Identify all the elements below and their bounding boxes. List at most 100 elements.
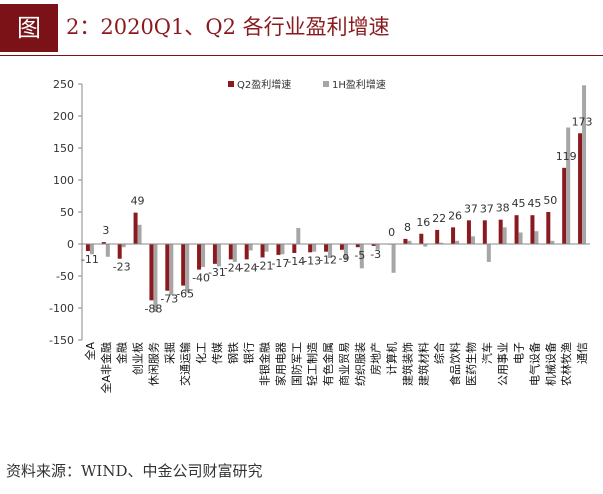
bar-q2 xyxy=(260,244,265,258)
data-label: 45 xyxy=(512,197,526,210)
x-category-label: 休闲服务 xyxy=(146,342,160,386)
y-tick-label: 150 xyxy=(53,142,74,155)
bar-h1 xyxy=(264,244,269,252)
data-label: 16 xyxy=(416,216,430,229)
data-label: -14 xyxy=(287,255,305,268)
x-category-label: 计算机 xyxy=(385,342,399,375)
data-label: -17 xyxy=(271,257,289,270)
header-divider xyxy=(0,55,603,56)
data-label: -13 xyxy=(303,254,321,267)
bar-h1 xyxy=(407,240,412,244)
bar-q2 xyxy=(181,244,186,286)
x-category-label: 汽车 xyxy=(480,342,494,364)
data-label: -24 xyxy=(240,261,258,274)
x-category-label: 交通运输 xyxy=(178,342,192,386)
x-category-label: 综合 xyxy=(432,342,446,364)
bar-h1 xyxy=(89,244,94,255)
bar-q2 xyxy=(133,212,138,244)
bar-h1 xyxy=(153,244,158,312)
x-category-label: 电子 xyxy=(513,342,526,364)
x-category-label: 家用电器 xyxy=(273,342,287,386)
bar-h1 xyxy=(423,244,428,247)
bar-q2 xyxy=(578,133,583,244)
y-tick-label: -150 xyxy=(49,334,74,347)
bar-q2 xyxy=(244,244,249,260)
data-label: -24 xyxy=(224,261,242,274)
legend-swatch-h1 xyxy=(323,81,329,87)
bar-h1 xyxy=(312,244,317,252)
bar-q2 xyxy=(292,244,297,253)
x-category-label: 全A xyxy=(83,342,97,361)
data-label: 119 xyxy=(556,150,577,163)
x-category-label: 化工 xyxy=(194,342,208,364)
figure-title: 2：2020Q1、Q2 各行业盈利增速 xyxy=(66,15,390,39)
data-label: -3 xyxy=(370,248,381,261)
y-tick-label: 100 xyxy=(53,174,74,187)
data-label: -65 xyxy=(176,288,194,301)
data-label: -23 xyxy=(113,261,131,274)
bar-h1 xyxy=(550,240,555,244)
bar-h1 xyxy=(534,231,539,244)
bar-h1 xyxy=(343,244,348,260)
bar-h1 xyxy=(566,127,571,244)
data-label: 0 xyxy=(388,226,395,239)
y-tick-label: 50 xyxy=(60,206,74,219)
data-label: -5 xyxy=(354,249,365,262)
bar-h1 xyxy=(185,244,190,293)
x-category-label: 医药生物 xyxy=(464,342,478,386)
bar-q2 xyxy=(466,220,471,244)
bar-h1 xyxy=(216,244,221,267)
x-category-label: 商业贸易 xyxy=(337,342,351,386)
data-label: 49 xyxy=(131,195,145,208)
y-tick-label: 250 xyxy=(53,78,74,91)
x-category-label: 银行 xyxy=(242,342,256,364)
bar-q2 xyxy=(403,238,408,244)
bar-h1 xyxy=(137,224,142,244)
bar-q2 xyxy=(276,244,281,255)
source-note: 资料来源：WIND、中金公司财富研究 xyxy=(6,462,263,480)
chart-legend: Q2盈利增速 1H盈利增速 xyxy=(228,78,386,91)
data-label: -73 xyxy=(160,293,178,306)
x-category-label: 轻工制造 xyxy=(305,342,319,386)
legend-label-q2: Q2盈利增速 xyxy=(237,78,291,91)
x-category-label: 全A非金融 xyxy=(99,342,113,394)
data-label: -21 xyxy=(256,259,274,272)
bar-h1 xyxy=(470,236,475,244)
x-category-label: 食品饮料 xyxy=(448,342,462,386)
bar-q2 xyxy=(324,244,329,252)
bar-q2 xyxy=(371,244,376,246)
bar-q2 xyxy=(451,227,456,244)
data-label: 26 xyxy=(448,209,462,222)
bar-h1 xyxy=(105,244,110,257)
bar-q2 xyxy=(165,244,170,291)
data-label: -11 xyxy=(81,253,99,266)
bar-q2 xyxy=(339,244,344,250)
x-category-label: 建筑装饰 xyxy=(400,342,414,386)
bar-q2 xyxy=(101,242,106,244)
data-label: 45 xyxy=(527,197,541,210)
data-label: 22 xyxy=(432,212,446,225)
bar-q2 xyxy=(419,233,424,244)
x-category-label: 传媒 xyxy=(211,342,224,364)
bar-chart: Q2盈利增速 1H盈利增速 -150-100-50050100150200250… xyxy=(49,78,593,394)
bar-q2 xyxy=(117,244,122,259)
x-category-label: 公用事业 xyxy=(497,342,510,386)
bar-q2 xyxy=(355,244,360,248)
bar-h1 xyxy=(232,244,237,262)
x-category-label: 建筑材料 xyxy=(416,342,430,386)
bar-h1 xyxy=(375,244,380,250)
bar-q2 xyxy=(212,244,217,264)
y-tick-label: 200 xyxy=(53,110,74,123)
figure-badge: 图 xyxy=(0,4,58,52)
data-label: 37 xyxy=(480,202,494,215)
x-category-label: 国防军工 xyxy=(289,342,303,386)
bar-h1 xyxy=(121,244,126,248)
x-category-label: 采掘 xyxy=(162,342,176,364)
x-category-label: 非银金融 xyxy=(258,342,272,386)
data-label: 37 xyxy=(464,202,478,215)
bar-q2 xyxy=(435,229,440,244)
bar-h1 xyxy=(391,244,396,273)
figure-header: 图 2：2020Q1、Q2 各行业盈利增速 xyxy=(0,0,603,56)
bar-q2 xyxy=(197,244,202,270)
bar-h1 xyxy=(359,244,364,269)
